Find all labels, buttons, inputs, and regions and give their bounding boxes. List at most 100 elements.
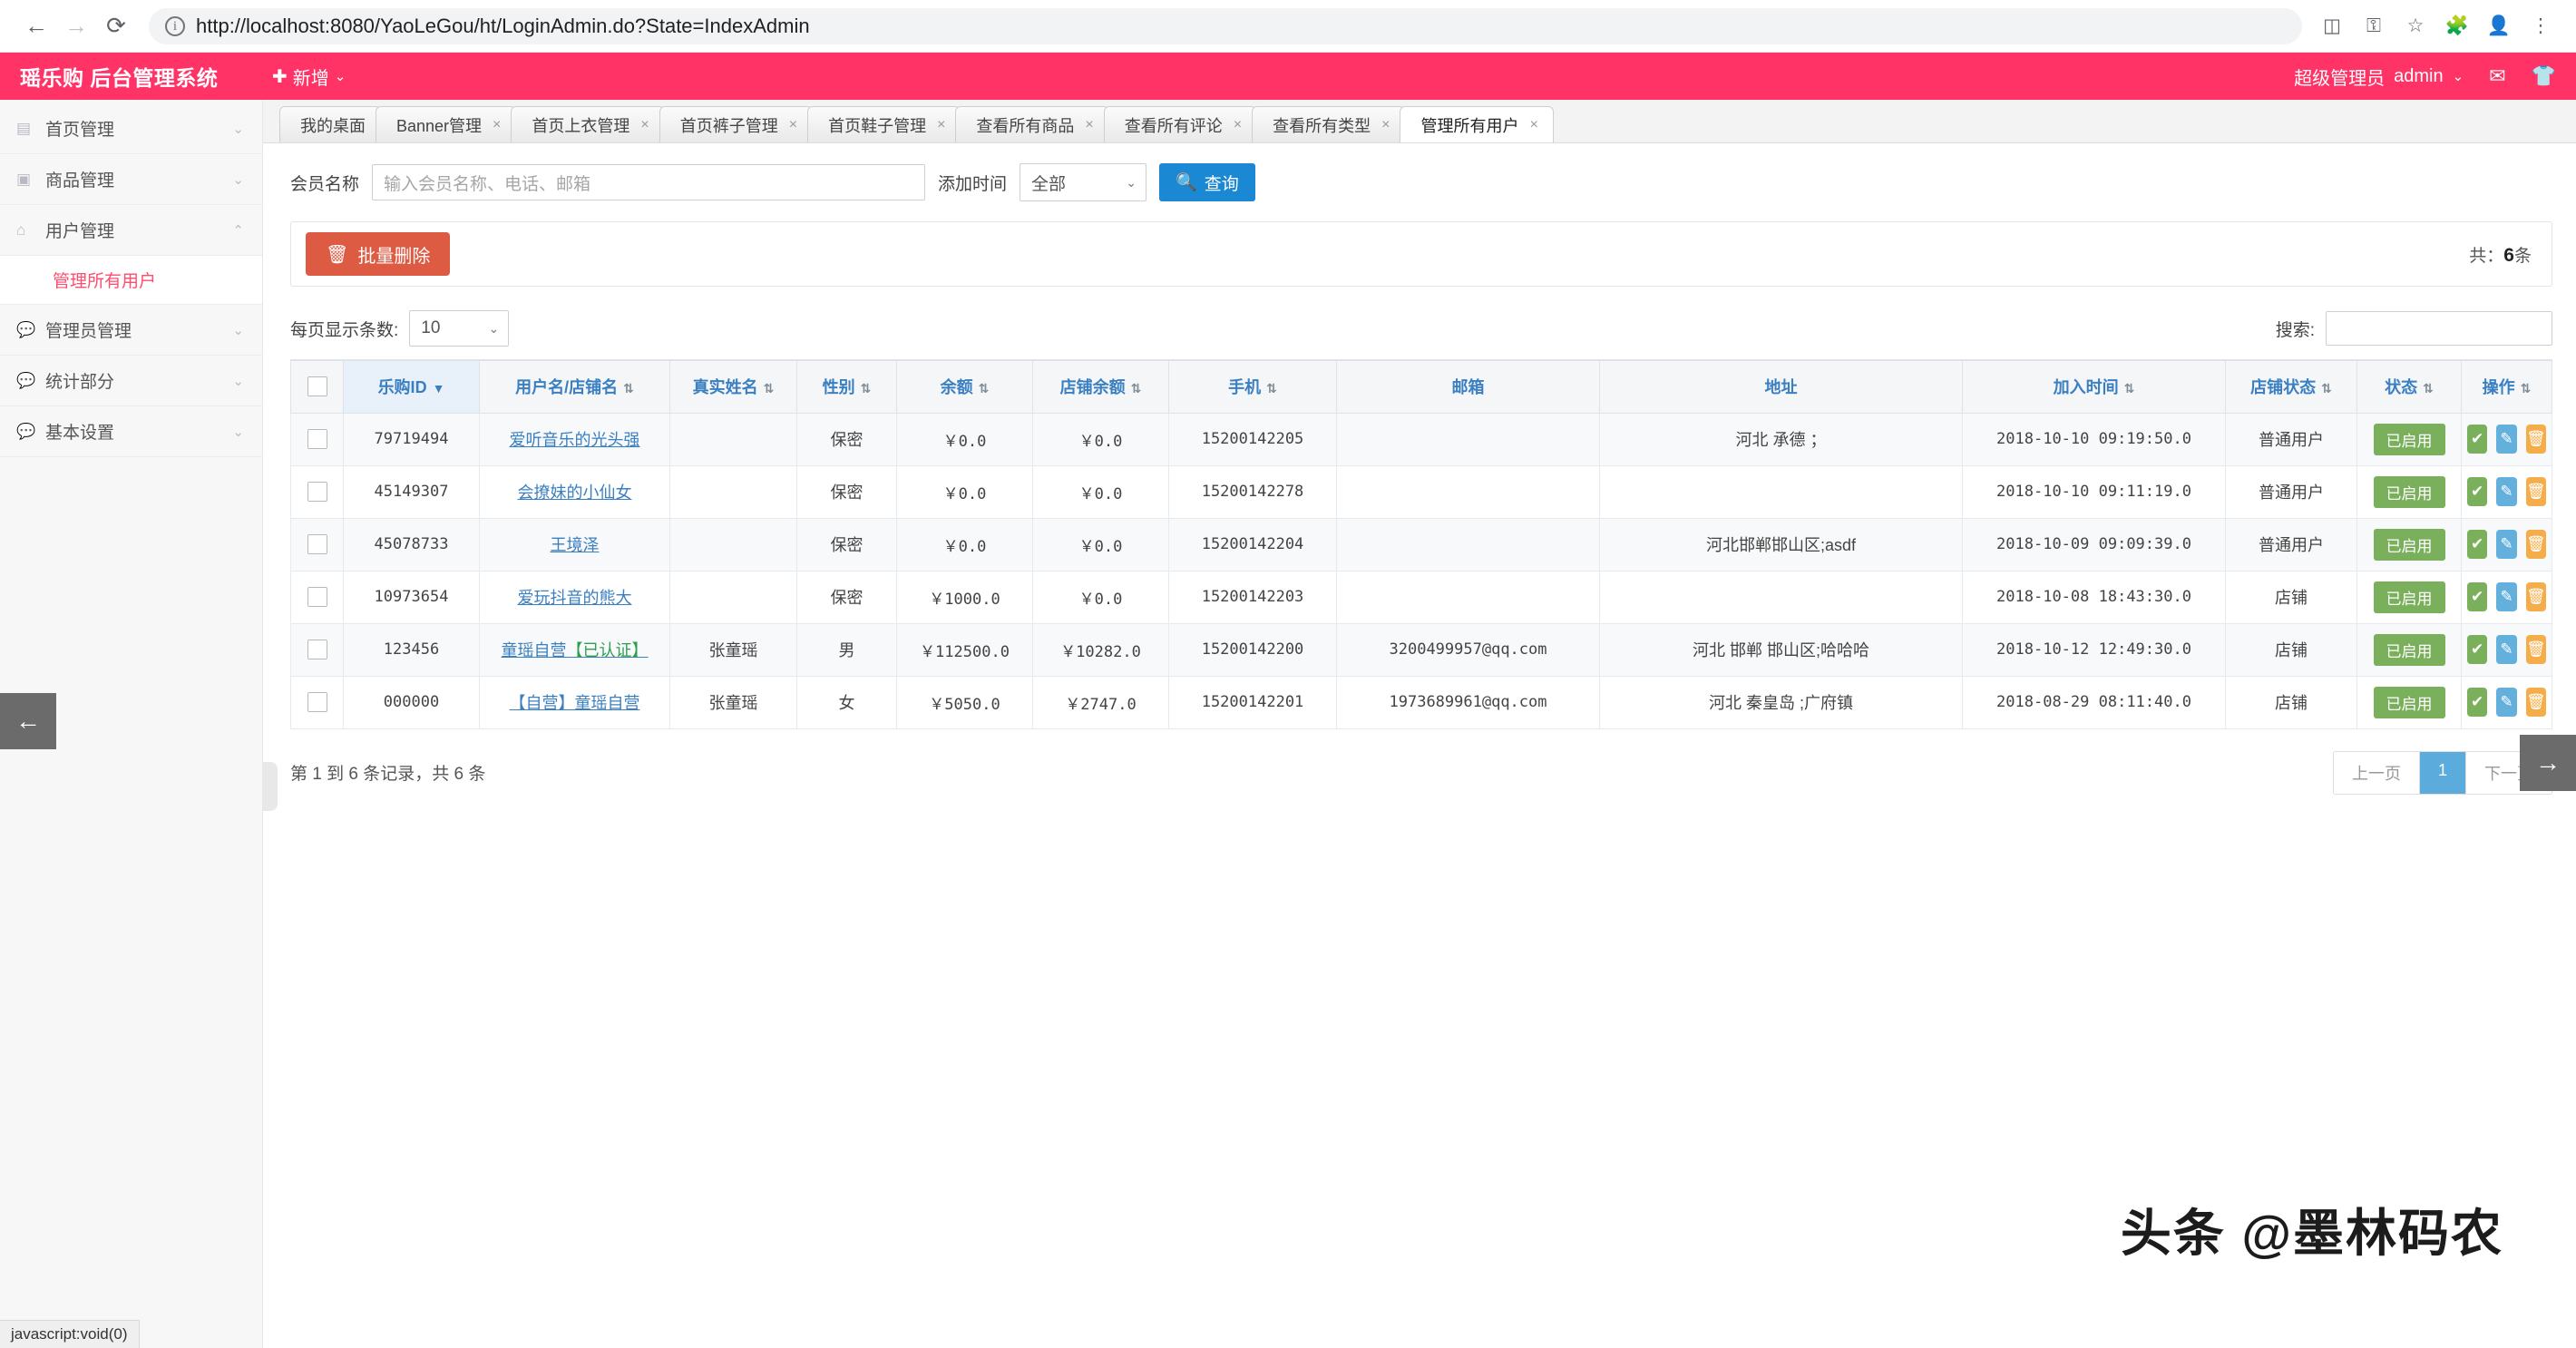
approve-button[interactable]: ✔ bbox=[2467, 477, 2488, 506]
envelope-icon[interactable]: ✉ bbox=[2489, 64, 2506, 87]
th-select-all[interactable] bbox=[290, 359, 344, 414]
row-checkbox[interactable] bbox=[307, 587, 327, 607]
key-icon[interactable]: ⚿ bbox=[2366, 15, 2381, 36]
cell-select[interactable] bbox=[290, 622, 344, 677]
tab-view-all-products[interactable]: 查看所有商品 × bbox=[955, 106, 1109, 142]
cell-actions[interactable]: ✔ ✎ 🗑 bbox=[2461, 412, 2552, 466]
approve-button[interactable]: ✔ bbox=[2467, 582, 2488, 611]
tab-manage-all-users[interactable]: 管理所有用户 × bbox=[1400, 106, 1554, 142]
tab-view-all-comments[interactable]: 查看所有评论 × bbox=[1103, 106, 1258, 142]
edit-button[interactable]: ✎ bbox=[2496, 688, 2517, 717]
cell-actions[interactable]: ✔ ✎ 🗑 bbox=[2461, 622, 2552, 677]
sidebar-item-products[interactable]: ▣ 商品管理 ⌄ bbox=[0, 154, 262, 205]
tab-view-all-categories[interactable]: 查看所有类型 × bbox=[1252, 106, 1406, 142]
cell-select[interactable] bbox=[290, 517, 344, 571]
sidebar-item-users[interactable]: ⌂ 用户管理 ⌃ bbox=[0, 205, 262, 256]
tab-home-pants-management[interactable]: 首页裤子管理 × bbox=[659, 106, 814, 142]
split-screen-icon[interactable]: ◫ bbox=[2323, 15, 2341, 36]
close-icon[interactable]: × bbox=[493, 116, 502, 132]
delete-button[interactable]: 🗑 bbox=[2525, 530, 2546, 559]
table-search-input[interactable] bbox=[2326, 311, 2552, 346]
row-checkbox[interactable] bbox=[307, 534, 327, 554]
edit-button[interactable]: ✎ bbox=[2496, 582, 2517, 611]
add-time-select[interactable]: 全部 ⌄ bbox=[1020, 163, 1147, 201]
forward-arrow-icon[interactable]: → bbox=[64, 12, 88, 39]
approve-button[interactable]: ✔ bbox=[2467, 530, 2488, 559]
sidebar-collapse-handle[interactable] bbox=[263, 762, 278, 811]
sidebar-item-statistics[interactable]: 💬 统计部分 ⌄ bbox=[0, 356, 262, 406]
puzzle-icon[interactable]: 🧩 bbox=[2444, 15, 2470, 36]
delete-button[interactable]: 🗑 bbox=[2525, 425, 2546, 454]
approve-button[interactable]: ✔ bbox=[2467, 635, 2488, 664]
username-link[interactable]: 爱玩抖音的熊大 bbox=[517, 589, 632, 607]
th-actions[interactable]: 操作 ⇅ bbox=[2461, 359, 2552, 414]
row-checkbox[interactable] bbox=[307, 482, 327, 502]
close-icon[interactable]: × bbox=[640, 116, 649, 132]
cell-username[interactable]: 【自营】童瑶自营 bbox=[479, 675, 670, 729]
th-legou-id[interactable]: 乐购ID ▼ bbox=[343, 359, 480, 414]
th-shop-status[interactable]: 店铺状态 ⇅ bbox=[2225, 359, 2357, 414]
edit-button[interactable]: ✎ bbox=[2496, 425, 2517, 454]
close-icon[interactable]: × bbox=[1381, 116, 1390, 132]
cell-actions[interactable]: ✔ ✎ 🗑 bbox=[2461, 464, 2552, 519]
cell-select[interactable] bbox=[290, 675, 344, 729]
edit-button[interactable]: ✎ bbox=[2496, 477, 2517, 506]
shirt-icon[interactable]: 👕 bbox=[2531, 64, 2556, 87]
batch-delete-button[interactable]: 🗑 批量删除 bbox=[306, 232, 451, 276]
cell-username[interactable]: 会撩妹的小仙女 bbox=[479, 464, 670, 519]
sidebar-item-admins[interactable]: 💬 管理员管理 ⌄ bbox=[0, 305, 262, 356]
scroll-right-button[interactable]: → bbox=[2520, 735, 2576, 791]
cell-select[interactable] bbox=[290, 570, 344, 624]
row-checkbox[interactable] bbox=[307, 640, 327, 659]
username-link[interactable]: 童瑶自营【已认证】 bbox=[501, 641, 649, 659]
close-icon[interactable]: × bbox=[1233, 116, 1243, 132]
delete-button[interactable]: 🗑 bbox=[2525, 582, 2546, 611]
info-icon[interactable]: i bbox=[165, 15, 185, 36]
page-1-button[interactable]: 1 bbox=[2419, 751, 2466, 794]
username-link[interactable]: 会撩妹的小仙女 bbox=[517, 484, 632, 502]
edit-button[interactable]: ✎ bbox=[2496, 635, 2517, 664]
cell-username[interactable]: 王境泽 bbox=[479, 517, 670, 571]
close-icon[interactable]: × bbox=[788, 116, 798, 132]
sidebar-item-manage-all-users[interactable]: 管理所有用户 bbox=[0, 256, 262, 305]
user-menu[interactable]: 超级管理员 admin ⌄ bbox=[2294, 63, 2464, 90]
cell-actions[interactable]: ✔ ✎ 🗑 bbox=[2461, 517, 2552, 571]
approve-button[interactable]: ✔ bbox=[2467, 425, 2488, 454]
back-arrow-icon[interactable]: ← bbox=[24, 12, 48, 39]
menu-icon[interactable]: ⋮ bbox=[2531, 15, 2551, 36]
cell-username[interactable]: 爱玩抖音的熊大 bbox=[479, 570, 670, 624]
th-email[interactable]: 邮箱 bbox=[1336, 359, 1600, 414]
th-username[interactable]: 用户名/店铺名 ⇅ bbox=[479, 359, 670, 414]
approve-button[interactable]: ✔ bbox=[2467, 688, 2488, 717]
address-bar[interactable]: i http://localhost:8080/YaoLeGou/ht/Logi… bbox=[149, 7, 2302, 44]
th-address[interactable]: 地址 bbox=[1599, 359, 1963, 414]
scroll-left-button[interactable]: ← bbox=[0, 693, 56, 749]
cell-username[interactable]: 童瑶自营【已认证】 bbox=[479, 622, 670, 677]
username-link[interactable]: 王境泽 bbox=[550, 536, 600, 554]
star-icon[interactable]: ☆ bbox=[2406, 15, 2425, 36]
th-join-time[interactable]: 加入时间 ⇅ bbox=[1962, 359, 2226, 414]
row-checkbox[interactable] bbox=[307, 429, 327, 449]
close-icon[interactable]: × bbox=[937, 116, 946, 132]
tab-home-shoes-management[interactable]: 首页鞋子管理 × bbox=[807, 106, 961, 142]
tab-my-desktop[interactable]: 我的桌面 bbox=[279, 106, 381, 142]
username-link[interactable]: 爱听音乐的光头强 bbox=[509, 431, 640, 449]
row-checkbox[interactable] bbox=[307, 692, 327, 712]
delete-button[interactable]: 🗑 bbox=[2525, 635, 2546, 664]
cell-actions[interactable]: ✔ ✎ 🗑 bbox=[2461, 675, 2552, 729]
delete-button[interactable]: 🗑 bbox=[2525, 688, 2546, 717]
cell-username[interactable]: 爱听音乐的光头强 bbox=[479, 412, 670, 466]
close-icon[interactable]: × bbox=[1085, 116, 1094, 132]
th-balance[interactable]: 余额 ⇅ bbox=[896, 359, 1033, 414]
prev-page-button[interactable]: 上一页 bbox=[2333, 751, 2420, 794]
select-all-checkbox[interactable] bbox=[307, 376, 327, 397]
cell-select[interactable] bbox=[290, 464, 344, 519]
member-name-input[interactable]: 输入会员名称、电话、邮箱 bbox=[372, 164, 926, 200]
cell-select[interactable] bbox=[290, 412, 344, 466]
tab-home-tops-management[interactable]: 首页上衣管理 × bbox=[511, 106, 665, 142]
profile-icon[interactable]: 👤 bbox=[2486, 15, 2512, 36]
sidebar-item-homepage[interactable]: ▤ 首页管理 ⌄ bbox=[0, 103, 262, 154]
edit-button[interactable]: ✎ bbox=[2496, 530, 2517, 559]
tab-banner-management[interactable]: Banner管理 × bbox=[376, 106, 517, 142]
cell-actions[interactable]: ✔ ✎ 🗑 bbox=[2461, 570, 2552, 624]
